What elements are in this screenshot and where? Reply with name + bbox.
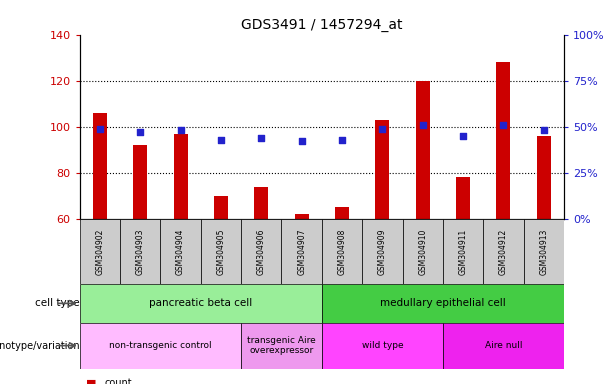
Point xyxy=(458,133,468,139)
Bar xyxy=(254,187,268,219)
Bar xyxy=(161,219,201,284)
Text: GSM304913: GSM304913 xyxy=(539,228,548,275)
Title: GDS3491 / 1457294_at: GDS3491 / 1457294_at xyxy=(241,18,403,32)
Text: wild type: wild type xyxy=(362,341,403,350)
Point xyxy=(297,138,306,144)
Text: non-transgenic control: non-transgenic control xyxy=(109,341,211,350)
Text: GSM304910: GSM304910 xyxy=(418,228,427,275)
Bar xyxy=(93,113,107,219)
Text: GSM304906: GSM304906 xyxy=(257,228,266,275)
Text: GSM304907: GSM304907 xyxy=(297,228,306,275)
Bar xyxy=(483,219,524,284)
Text: genotype/variation: genotype/variation xyxy=(0,341,80,351)
Point xyxy=(378,126,387,132)
Bar xyxy=(281,219,322,284)
Text: medullary epithelial cell: medullary epithelial cell xyxy=(380,298,506,308)
Point xyxy=(498,122,508,128)
Text: GSM304902: GSM304902 xyxy=(96,228,104,275)
Bar xyxy=(335,207,349,219)
Text: ■: ■ xyxy=(86,378,96,384)
Text: GSM304904: GSM304904 xyxy=(176,228,185,275)
Bar xyxy=(80,219,120,284)
Bar xyxy=(443,323,564,369)
Bar xyxy=(214,196,228,219)
Bar xyxy=(201,219,241,284)
Text: cell type: cell type xyxy=(35,298,80,308)
Bar xyxy=(403,219,443,284)
Bar xyxy=(322,284,564,323)
Bar xyxy=(241,323,322,369)
Bar xyxy=(133,145,147,219)
Bar xyxy=(80,284,322,323)
Text: GSM304905: GSM304905 xyxy=(216,228,226,275)
Text: count: count xyxy=(104,378,132,384)
Point xyxy=(337,137,347,143)
Bar xyxy=(120,219,161,284)
Bar xyxy=(456,177,470,219)
Point xyxy=(176,127,186,134)
Text: pancreatic beta cell: pancreatic beta cell xyxy=(149,298,253,308)
Bar xyxy=(443,219,483,284)
Text: GSM304903: GSM304903 xyxy=(135,228,145,275)
Text: GSM304909: GSM304909 xyxy=(378,228,387,275)
Bar xyxy=(295,214,309,219)
Point xyxy=(135,129,145,135)
Point xyxy=(539,127,549,134)
Bar xyxy=(375,120,389,219)
Bar xyxy=(322,219,362,284)
Point xyxy=(216,137,226,143)
Bar xyxy=(241,219,281,284)
Text: Aire null: Aire null xyxy=(485,341,522,350)
Bar xyxy=(524,219,564,284)
Point xyxy=(418,122,428,128)
Bar xyxy=(537,136,551,219)
Point xyxy=(256,135,266,141)
Bar xyxy=(416,81,430,219)
Bar xyxy=(497,62,511,219)
Bar xyxy=(173,134,188,219)
Text: GSM304912: GSM304912 xyxy=(499,228,508,275)
Bar xyxy=(80,323,241,369)
Bar xyxy=(362,219,403,284)
Text: GSM304911: GSM304911 xyxy=(459,228,468,275)
Point xyxy=(95,126,105,132)
Text: GSM304908: GSM304908 xyxy=(338,228,346,275)
Text: transgenic Aire
overexpressor: transgenic Aire overexpressor xyxy=(247,336,316,355)
Bar xyxy=(322,323,443,369)
